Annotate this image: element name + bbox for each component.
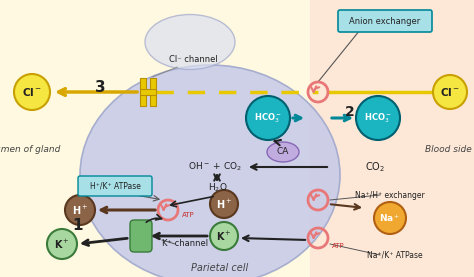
Text: 2: 2: [345, 105, 355, 119]
Bar: [150, 78, 156, 106]
Text: H$^+$: H$^+$: [216, 198, 232, 211]
Bar: [140, 89, 156, 95]
Text: Lumen of gland: Lumen of gland: [0, 145, 60, 155]
Text: K⁺ channel: K⁺ channel: [162, 240, 208, 248]
Text: 3: 3: [95, 79, 105, 94]
Circle shape: [210, 190, 238, 218]
Text: Na⁺/H⁺ exchanger: Na⁺/H⁺ exchanger: [355, 191, 425, 199]
Ellipse shape: [80, 65, 340, 277]
Text: Na⁺/K⁺ ATPase: Na⁺/K⁺ ATPase: [367, 250, 423, 260]
Text: Cl$^-$: Cl$^-$: [22, 86, 42, 98]
Circle shape: [14, 74, 50, 110]
Circle shape: [47, 229, 77, 259]
Text: Cl⁻ channel: Cl⁻ channel: [169, 55, 218, 65]
Text: 1: 1: [73, 217, 83, 232]
Ellipse shape: [267, 142, 299, 162]
Text: K$^+$: K$^+$: [216, 229, 232, 243]
Circle shape: [356, 96, 400, 140]
Circle shape: [210, 222, 238, 250]
Text: ATP: ATP: [332, 243, 345, 249]
Text: CO$_2$: CO$_2$: [365, 160, 385, 174]
Text: H⁺/K⁺ ATPase: H⁺/K⁺ ATPase: [90, 181, 140, 191]
Text: H$_2$O: H$_2$O: [208, 182, 228, 194]
Bar: [140, 78, 146, 106]
Text: Parietal cell: Parietal cell: [191, 263, 249, 273]
Text: Na$^+$: Na$^+$: [379, 212, 401, 224]
Text: ATP: ATP: [182, 212, 195, 218]
Circle shape: [246, 96, 290, 140]
Text: CA: CA: [277, 147, 289, 157]
FancyBboxPatch shape: [130, 220, 152, 252]
Circle shape: [374, 202, 406, 234]
FancyBboxPatch shape: [338, 10, 432, 32]
Text: HCO$_3^-$: HCO$_3^-$: [254, 111, 282, 125]
Text: HCO$_3^-$: HCO$_3^-$: [364, 111, 392, 125]
Text: K$^+$: K$^+$: [54, 237, 70, 251]
FancyBboxPatch shape: [78, 176, 152, 196]
Bar: [310, 0, 474, 277]
Text: Anion exchanger: Anion exchanger: [349, 17, 420, 25]
Ellipse shape: [145, 14, 235, 70]
Circle shape: [65, 195, 95, 225]
Text: OH$^-$ + CO$_2$: OH$^-$ + CO$_2$: [188, 161, 242, 173]
Text: Cl$^-$: Cl$^-$: [440, 86, 460, 98]
Circle shape: [433, 75, 467, 109]
Text: H$^+$: H$^+$: [72, 203, 88, 217]
Text: Blood side: Blood side: [425, 145, 471, 155]
